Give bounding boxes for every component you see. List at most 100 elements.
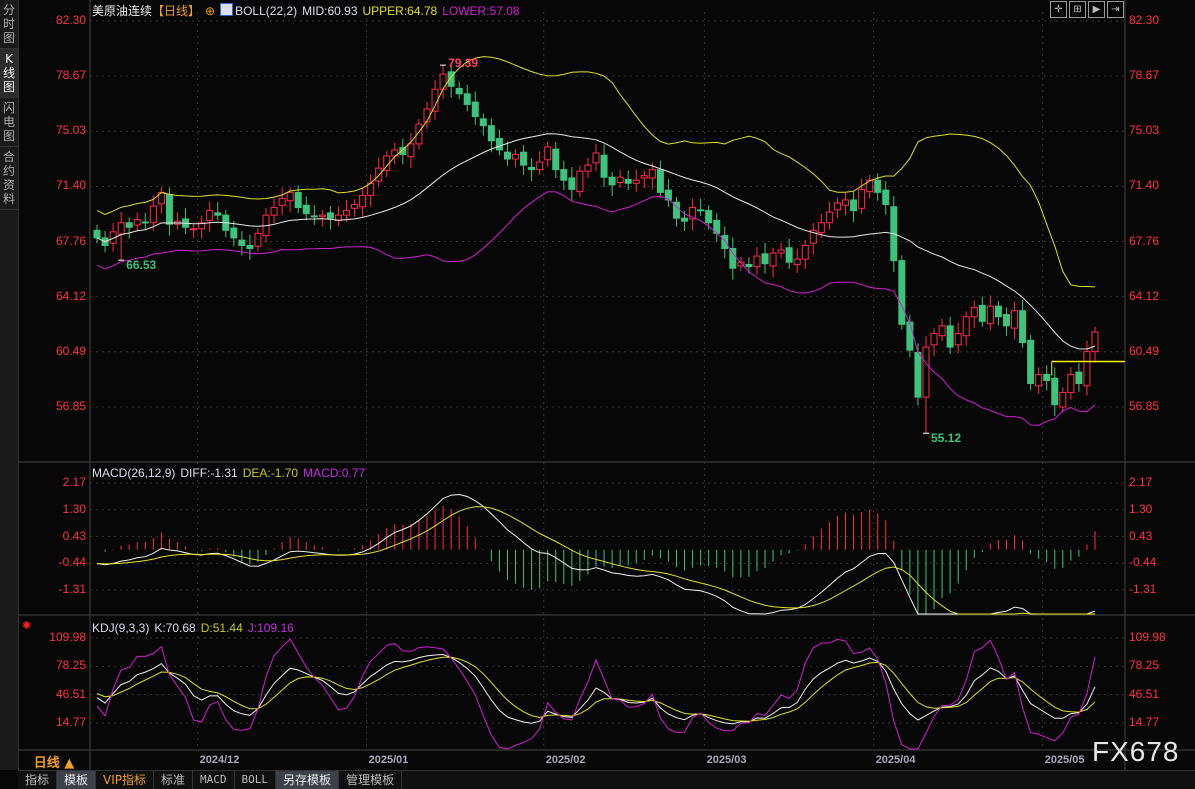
- candle-up: [866, 179, 874, 193]
- candle-down: [520, 151, 528, 166]
- candle-down: [761, 253, 769, 265]
- macd-right-tick: 2.17: [1129, 475, 1153, 489]
- crosshair-icon[interactable]: ✛: [1050, 1, 1067, 18]
- sidebar-tab-timeshare[interactable]: 分时图: [0, 0, 18, 49]
- candle-up: [286, 191, 294, 202]
- price-left-tick: 75.03: [55, 123, 86, 138]
- candle-down: [455, 87, 463, 95]
- candle-up: [278, 197, 286, 206]
- date-label: 2025/05: [1044, 754, 1085, 766]
- price-left-tick: 82.30: [55, 13, 86, 27]
- candle-down: [664, 189, 672, 201]
- candle-down: [914, 351, 922, 398]
- candle-down: [1002, 313, 1010, 327]
- macd-left-tick: -0.44: [58, 555, 86, 570]
- extreme-label-low: 55.12: [930, 431, 961, 446]
- macd-right-tick: 1.30: [1129, 501, 1153, 516]
- candle-up: [801, 244, 809, 260]
- indicator-chart-icon[interactable]: [220, 3, 234, 16]
- period-selector[interactable]: 日线 ▲: [33, 756, 75, 771]
- zoom-in-icon[interactable]: ⊞: [1069, 1, 1086, 18]
- candle-down: [745, 263, 753, 268]
- macd-left-tick: 1.30: [62, 501, 86, 516]
- chart-canvas[interactable]: [0, 0, 1195, 770]
- candle-up: [962, 316, 970, 337]
- price-right-tick: 64.12: [1129, 288, 1160, 303]
- candle-down: [874, 179, 882, 193]
- candle-up: [1067, 373, 1075, 394]
- candle-up: [1035, 373, 1043, 387]
- boll-mid-line: [96, 133, 1096, 350]
- macd-dea-line: [96, 506, 1095, 615]
- macd-right-tick: -0.44: [1129, 555, 1157, 570]
- kdj-right-tick: 46.51: [1129, 686, 1160, 701]
- tab-indicators[interactable]: 指标: [18, 771, 58, 789]
- candle-down: [1019, 310, 1027, 344]
- add-indicator-icon[interactable]: ⊕: [205, 4, 216, 18]
- candle-up: [648, 169, 656, 179]
- candle-down: [600, 154, 608, 178]
- candle-down: [495, 138, 503, 151]
- candle-down: [906, 321, 914, 351]
- macd-right-tick: -1.31: [1129, 582, 1157, 596]
- candle-up: [825, 211, 833, 224]
- candle-down: [141, 221, 149, 224]
- tab-macd[interactable]: MACD: [193, 771, 235, 789]
- candle-down: [165, 194, 173, 225]
- price-right-tick: 71.40: [1129, 178, 1160, 193]
- candle-up: [1083, 351, 1091, 387]
- bottom-toolbar: 指标 模板 VIP指标 标准 MACD BOLL 另存模板 管理模板: [18, 770, 1195, 789]
- price-left-tick: 60.49: [55, 343, 86, 358]
- macd-legend: MACD(26,12,9) DIFF:-1.31 DEA:-1.70 MACD:0.7…: [92, 466, 370, 480]
- candle-up: [351, 204, 359, 209]
- candle-down: [1027, 339, 1035, 384]
- extreme-label-low: 66.53: [126, 258, 157, 273]
- kdj-d: D:51.44: [200, 621, 243, 635]
- candle-up: [777, 249, 785, 254]
- macd-left-tick: 0.43: [62, 528, 86, 543]
- candle-down: [326, 212, 334, 219]
- tab-standard[interactable]: 标准: [154, 771, 194, 789]
- sidebar-tab-flash[interactable]: 闪电图: [0, 98, 18, 147]
- candle-down: [125, 222, 133, 228]
- candle-up: [536, 161, 544, 171]
- sidebar-tab-contract-info[interactable]: 合约资料: [0, 147, 18, 210]
- play-icon[interactable]: ▶: [1088, 1, 1105, 18]
- candle-up: [689, 207, 697, 220]
- kdj-settings-icon[interactable]: ✺: [22, 620, 32, 632]
- candle-down: [463, 93, 471, 105]
- move-right-icon[interactable]: ⇥: [1107, 1, 1124, 18]
- sidebar-tab-kline[interactable]: K线图: [0, 49, 18, 98]
- date-label: 2024/12: [199, 754, 240, 766]
- watermark-logo: FX678: [1092, 736, 1180, 767]
- tab-save-template[interactable]: 另存模板: [276, 771, 340, 789]
- candle-up: [415, 123, 423, 145]
- kdj-d-line: [96, 656, 1096, 722]
- candle-up: [793, 258, 801, 265]
- candle-up: [198, 222, 206, 230]
- macd-right-tick: 0.43: [1129, 528, 1153, 543]
- candle-down: [399, 147, 407, 155]
- macd-left-tick: 2.17: [62, 475, 86, 489]
- candle-down: [978, 304, 986, 322]
- tab-manage-templates[interactable]: 管理模板: [339, 771, 403, 789]
- candle-up: [954, 332, 962, 346]
- candle-down: [310, 215, 318, 218]
- boll-lower-line: [96, 191, 1096, 426]
- candle-down: [552, 148, 560, 171]
- date-label: 2025/03: [706, 754, 747, 766]
- tab-templates[interactable]: 模板: [57, 771, 97, 789]
- period-label: 【日线】: [152, 4, 201, 18]
- candle-down: [898, 260, 906, 325]
- candle-down: [850, 199, 858, 212]
- extreme-label-high: 79.39: [448, 56, 479, 71]
- candle-up: [375, 167, 383, 182]
- tab-vip-indicators[interactable]: VIP指标: [96, 771, 155, 789]
- candle-down: [624, 178, 632, 184]
- candle-up: [584, 164, 592, 172]
- price-right-tick: 82.30: [1129, 13, 1160, 27]
- candle-down: [471, 101, 479, 118]
- kdj-left-tick: 46.51: [55, 686, 86, 701]
- macd-diff-line: [96, 493, 1096, 615]
- tab-boll[interactable]: BOLL: [235, 771, 277, 789]
